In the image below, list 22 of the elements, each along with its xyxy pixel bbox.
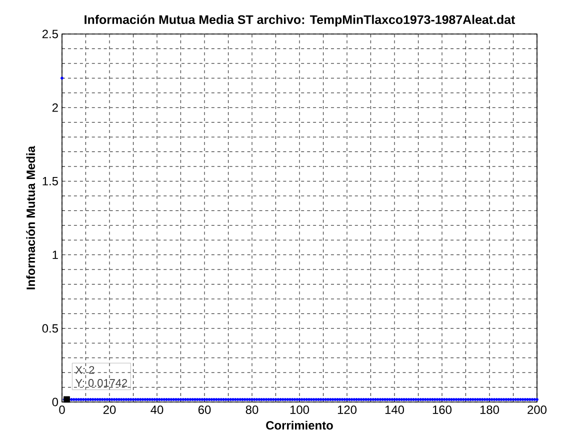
x-tick-label: 80 [246, 406, 258, 414]
y-tick-label: 1.5 [42, 177, 58, 186]
x-tick-label: 200 [528, 406, 547, 414]
x-tick-label: 160 [432, 406, 452, 414]
annotation: Y: 0.01742 [75, 379, 128, 387]
x-tick-label: 0 [59, 406, 65, 414]
x-tick-label: 100 [290, 406, 310, 414]
x-tick-label: 60 [198, 406, 211, 414]
x-tick-label: 120 [338, 406, 357, 414]
x-tick-label: 140 [385, 406, 404, 414]
annotation: X: 2 [75, 366, 94, 374]
y-tick-label: 1 [52, 250, 58, 259]
y-axis-title: Información Mutua Media [26, 146, 36, 290]
chart-title: Información Mutua Media ST archivo: TempMinTlaxco1973-1987Aleat.dat [84, 14, 516, 26]
x-tick-label: 20 [103, 406, 116, 414]
x-tick-label: 40 [150, 406, 164, 414]
y-tick-label: 0 [52, 398, 58, 406]
x-axis-title: Corrimiento [266, 420, 333, 430]
x-tick-label: 180 [480, 406, 500, 414]
y-tick-label: 0.5 [42, 324, 58, 333]
y-tick-label: 2 [52, 103, 58, 112]
y-tick-label: 2.5 [42, 30, 58, 38]
